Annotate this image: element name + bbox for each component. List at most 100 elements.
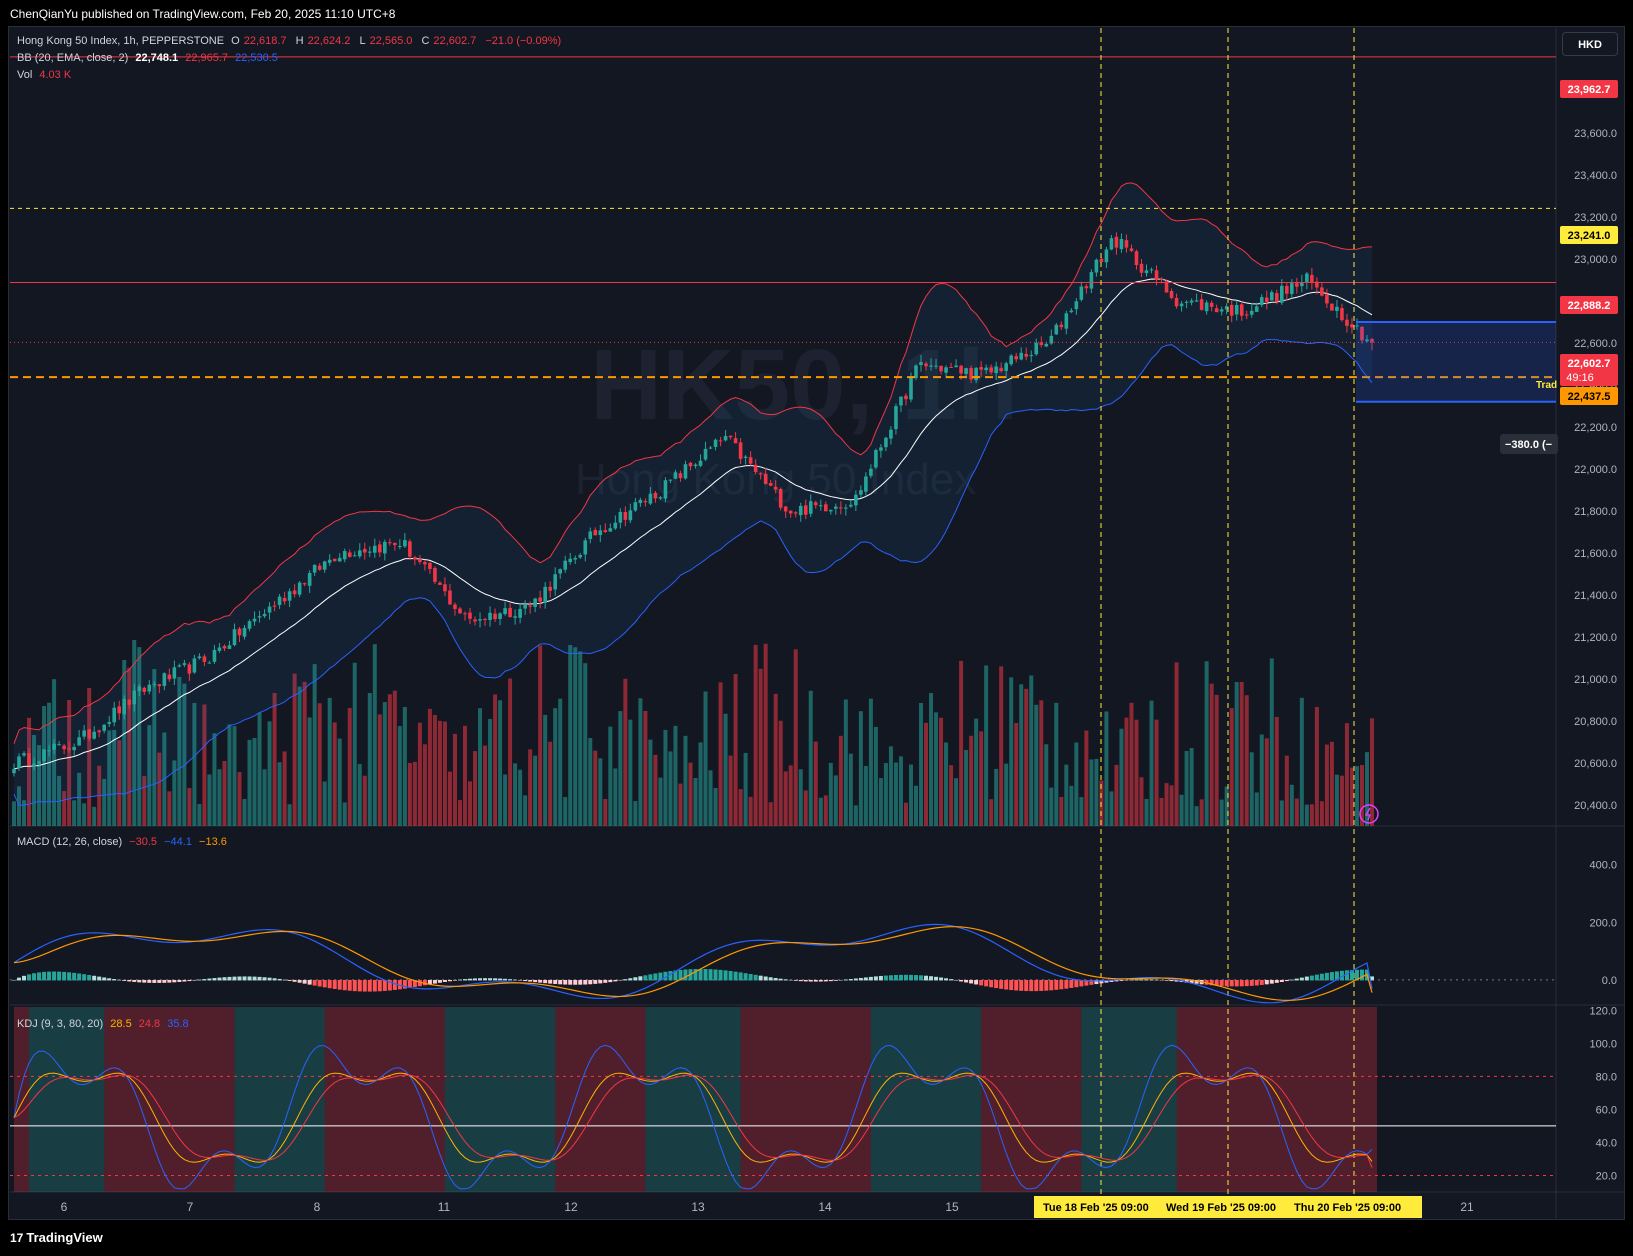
candle-body bbox=[1249, 310, 1254, 315]
macd-hist-bar bbox=[1139, 979, 1144, 981]
candle-body bbox=[1234, 305, 1239, 315]
macd-hist-bar bbox=[277, 978, 282, 981]
kdj-zone bbox=[104, 1007, 235, 1192]
candle-body bbox=[488, 612, 492, 620]
volume-bar bbox=[673, 725, 678, 826]
candle-body bbox=[773, 486, 778, 490]
volume-bar bbox=[1299, 697, 1304, 826]
volume-bar bbox=[713, 787, 718, 826]
candle-body bbox=[1335, 306, 1339, 311]
volume-bar bbox=[558, 698, 563, 826]
macd-hist-bar bbox=[919, 975, 924, 981]
currency-button[interactable]: HKD bbox=[1562, 32, 1618, 56]
volume-bar bbox=[452, 733, 457, 826]
macd-hist-bar bbox=[994, 979, 999, 989]
volume-bar bbox=[1249, 752, 1254, 826]
macd-hist-bar bbox=[673, 970, 678, 981]
volume-bar bbox=[1029, 675, 1034, 826]
volume-bar bbox=[1199, 799, 1204, 826]
candle-body bbox=[47, 750, 51, 752]
macd-hist-bar bbox=[1014, 979, 1019, 991]
macd-hist-bar bbox=[763, 976, 768, 981]
volume-bar bbox=[277, 762, 282, 826]
macd-hist-bar bbox=[1009, 979, 1014, 991]
candle-body bbox=[869, 468, 873, 476]
candle-body bbox=[999, 368, 1003, 372]
volume-bar bbox=[528, 749, 533, 826]
volume-bar bbox=[457, 800, 462, 826]
candle-body bbox=[1285, 285, 1289, 294]
candle-body bbox=[423, 561, 427, 565]
candle-body bbox=[478, 619, 482, 621]
macd-hist-bar bbox=[788, 979, 793, 981]
volume-bar bbox=[638, 698, 643, 826]
candle-body bbox=[1310, 275, 1314, 283]
volume-bar bbox=[257, 712, 262, 826]
macd-legend[interactable]: MACD (12, 26, close) −30.5 −44.1 −13.6 bbox=[17, 836, 227, 848]
candle-body bbox=[237, 628, 242, 636]
volume-bar bbox=[853, 805, 858, 826]
volume-bar bbox=[1149, 700, 1154, 826]
macd-hist-bar bbox=[152, 979, 157, 983]
volume-bar bbox=[402, 706, 407, 826]
volume-bar bbox=[883, 763, 888, 826]
volume-bar bbox=[357, 764, 362, 826]
candle-body bbox=[1204, 302, 1209, 312]
trade-tag: Trad bbox=[1536, 380, 1557, 391]
macd-hist-bar bbox=[468, 978, 473, 981]
candle-body bbox=[974, 367, 978, 381]
volume-bar bbox=[227, 724, 232, 826]
bb-basis-value: 22,748.1 bbox=[135, 52, 179, 64]
volume-bar bbox=[1204, 661, 1209, 826]
bb-legend[interactable]: BB (20, EMA, close, 2) 22,748.1 22,965.7… bbox=[17, 52, 278, 64]
macd-hist-bar bbox=[528, 979, 533, 982]
volume-bar bbox=[1194, 806, 1199, 826]
kdj-legend[interactable]: KDJ (9, 3, 80, 20) 28.5 24.8 35.8 bbox=[17, 1018, 189, 1030]
volume-bar bbox=[1314, 706, 1319, 826]
macd-hist-bar bbox=[317, 979, 322, 987]
volume-bar bbox=[1084, 730, 1089, 826]
candle-body bbox=[844, 507, 848, 509]
kdj-j-value: 35.8 bbox=[167, 1018, 189, 1030]
candle-body bbox=[182, 663, 187, 665]
candle-body bbox=[884, 437, 888, 448]
candle-body bbox=[222, 646, 227, 649]
measure-label: −380.0 (− bbox=[1500, 434, 1558, 454]
candle-body bbox=[468, 612, 472, 619]
volume-bar bbox=[618, 711, 623, 826]
macd-hist-bar bbox=[623, 979, 628, 981]
alert-icon[interactable] bbox=[1359, 804, 1379, 824]
candle-body bbox=[1134, 251, 1139, 265]
bb-band-fill bbox=[14, 182, 1372, 806]
candle-body bbox=[1330, 303, 1334, 311]
volume-bar bbox=[608, 726, 613, 826]
candle-body bbox=[578, 554, 583, 558]
volume-bar bbox=[1184, 751, 1189, 826]
candle-body bbox=[1054, 324, 1059, 335]
macd-hist-bar bbox=[478, 978, 483, 981]
volume-bar bbox=[147, 725, 152, 826]
macd-hist-bar bbox=[523, 979, 528, 982]
candle-body bbox=[763, 473, 768, 484]
time-tick-label: 8 bbox=[314, 1200, 321, 1214]
volume-bar bbox=[989, 799, 994, 826]
macd-hist-bar bbox=[1044, 979, 1049, 991]
macd-hist-bar bbox=[122, 979, 127, 981]
macd-hist-bar bbox=[693, 969, 698, 981]
tradingview-logo[interactable]: 17 TradingView bbox=[10, 1230, 103, 1245]
macd-hist-bar bbox=[1189, 979, 1194, 984]
symbol-title[interactable]: Hong Kong 50 Index, 1h, PEPPERSTONE bbox=[17, 35, 225, 47]
candle-body bbox=[322, 561, 327, 570]
volume-bar bbox=[818, 797, 823, 826]
macd-hist-bar bbox=[964, 979, 969, 983]
volume-bar bbox=[1134, 719, 1139, 826]
volume-bar bbox=[1244, 695, 1249, 826]
candle-body bbox=[242, 627, 247, 637]
candle-body bbox=[1259, 297, 1264, 305]
candle-body bbox=[117, 706, 122, 714]
vol-legend[interactable]: Vol 4.03 K bbox=[17, 69, 72, 81]
svg-text:−380.0 (−: −380.0 (− bbox=[1505, 439, 1552, 451]
kdj-zone bbox=[645, 1007, 741, 1192]
volume-bar bbox=[513, 763, 518, 826]
